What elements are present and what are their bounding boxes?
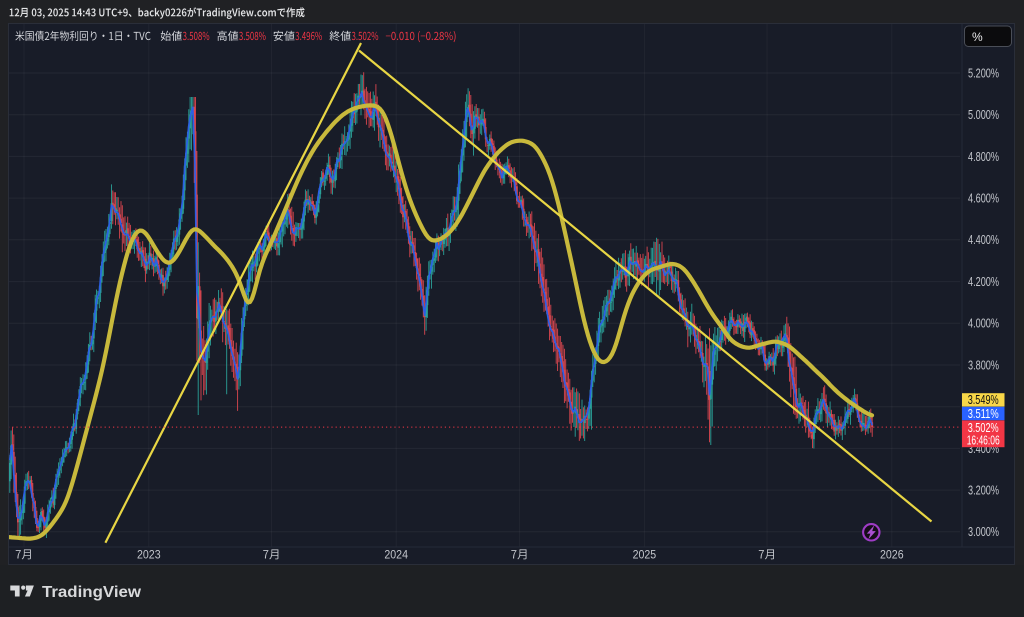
svg-text:4.800%: 4.800% (968, 149, 999, 164)
svg-text:5.000%: 5.000% (968, 107, 999, 122)
svg-text:3.502%: 3.502% (968, 421, 999, 435)
svg-text:16:46:06: 16:46:06 (967, 434, 1000, 448)
svg-text:3.000%: 3.000% (968, 524, 999, 539)
svg-text:3.511%: 3.511% (968, 407, 999, 421)
svg-text:4.200%: 4.200% (968, 274, 999, 289)
svg-text:3.800%: 3.800% (968, 357, 999, 372)
svg-text:5.200%: 5.200% (968, 65, 999, 80)
svg-text:2024: 2024 (384, 550, 408, 562)
svg-text:2026: 2026 (880, 550, 904, 562)
svg-text:2025: 2025 (633, 550, 657, 562)
svg-text:3.549%: 3.549% (968, 393, 999, 407)
svg-text:2023: 2023 (137, 550, 161, 562)
svg-text:%: % (972, 30, 983, 44)
svg-text:4.600%: 4.600% (968, 191, 999, 206)
svg-text:4.000%: 4.000% (968, 316, 999, 331)
svg-text:3.200%: 3.200% (968, 483, 999, 498)
svg-text:4.400%: 4.400% (968, 232, 999, 247)
svg-text:TradingView: TradingView (42, 584, 142, 601)
